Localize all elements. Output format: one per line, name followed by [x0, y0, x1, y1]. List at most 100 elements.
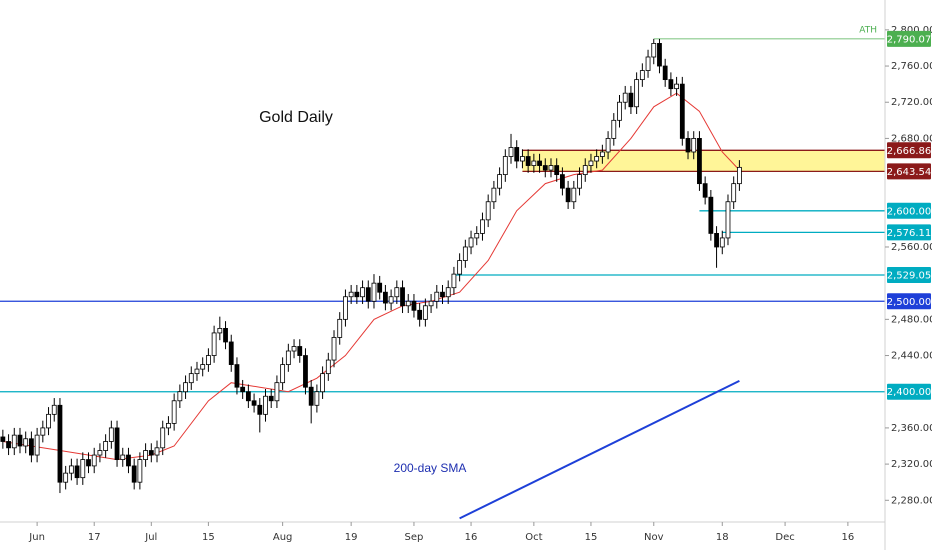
supply-zone — [522, 150, 885, 172]
candle-body — [171, 400, 177, 424]
candle-body — [97, 450, 103, 456]
y-tick-label: 2,440.00 — [891, 351, 932, 362]
candle-body — [206, 355, 211, 365]
candle-body — [234, 364, 240, 388]
candle-body — [291, 346, 297, 352]
candle-body — [674, 83, 679, 90]
candle-body — [297, 346, 303, 356]
candle-body — [611, 119, 617, 139]
candle-body — [223, 327, 228, 343]
candle-body — [594, 156, 600, 162]
candle-body — [11, 434, 17, 449]
x-tick-label: Jul — [144, 532, 157, 543]
candle-body — [245, 391, 251, 402]
candle-body — [582, 165, 588, 176]
candle-body — [565, 187, 571, 203]
candle-body — [474, 233, 480, 239]
candle-body — [365, 287, 371, 302]
level-label-box — [887, 202, 931, 219]
candle-body — [651, 43, 657, 58]
candle-body — [405, 300, 411, 307]
candle-body — [428, 300, 434, 307]
candle-body — [525, 156, 531, 166]
candle-body — [445, 287, 451, 298]
level-label-box — [887, 383, 931, 400]
candle-body — [228, 341, 234, 365]
candle-body — [628, 92, 634, 108]
candle-body — [0, 436, 6, 442]
candle-body — [80, 459, 86, 479]
candle-body — [188, 373, 194, 384]
level-label: 2,400.00 — [887, 387, 932, 398]
candle-body — [194, 368, 200, 375]
candle-body — [662, 65, 668, 81]
level-label-box — [887, 266, 931, 283]
candle-body — [331, 337, 337, 361]
level-label-box — [887, 163, 931, 180]
level-label: 2,576.11 — [887, 228, 932, 239]
candle-body — [702, 183, 708, 198]
candle-body — [29, 438, 34, 456]
candle-body — [177, 391, 183, 402]
candle-body — [491, 187, 497, 203]
sma-line — [459, 380, 740, 520]
candle-body — [571, 187, 577, 203]
y-tick-label: 2,280.00 — [891, 495, 932, 506]
candle-body — [148, 450, 154, 456]
candle-body — [679, 83, 685, 139]
candle-body — [211, 332, 217, 356]
candle-body — [40, 427, 46, 436]
level-label: 2,666.86 — [887, 146, 932, 157]
candle-body — [17, 434, 23, 447]
y-tick-label: 2,480.00 — [891, 314, 932, 325]
candle-body — [74, 465, 80, 479]
candle-body — [68, 465, 74, 474]
level-label: 2,529.05 — [887, 270, 932, 281]
candle-body — [554, 165, 560, 176]
candle-body — [274, 382, 280, 402]
candle-body — [737, 166, 742, 185]
candle-body — [360, 287, 365, 298]
y-tick-label: 2,680.00 — [891, 133, 932, 144]
x-tick-label: 17 — [88, 532, 101, 543]
candle-body — [108, 427, 114, 442]
candle-body — [520, 156, 525, 162]
candle-body — [217, 327, 223, 334]
candle-body — [714, 233, 719, 248]
x-tick-label: 16 — [465, 532, 478, 543]
moving-average — [2, 92, 740, 461]
chart-title: Gold Daily — [259, 109, 333, 126]
x-tick-label: 18 — [716, 532, 729, 543]
candle-body — [691, 138, 697, 153]
candle-body — [308, 386, 314, 406]
candle-body — [634, 79, 640, 108]
candle-body — [114, 427, 120, 460]
x-tick-label: Oct — [525, 532, 542, 543]
candle-body — [63, 472, 69, 483]
candle-body — [719, 237, 725, 248]
candle-body — [377, 282, 383, 293]
candle-body — [497, 174, 502, 189]
candle-body — [320, 373, 325, 393]
level-label-box — [887, 293, 931, 310]
candle-body — [183, 382, 188, 393]
candle-body — [468, 237, 474, 248]
candle-body — [388, 296, 394, 304]
candle-body — [57, 404, 63, 483]
x-tick-label: 15 — [585, 532, 598, 543]
x-tick-label: Aug — [273, 532, 293, 543]
candle-body — [411, 300, 417, 311]
plot-area — [0, 38, 885, 520]
candle-body — [531, 160, 537, 166]
candle-body — [731, 183, 737, 203]
candle-body — [6, 441, 11, 449]
candle-body — [617, 101, 622, 121]
candle-body — [280, 364, 286, 384]
candle-body — [645, 56, 651, 71]
candle-body — [685, 138, 691, 153]
candle-body — [34, 434, 40, 456]
candle-body — [657, 43, 662, 67]
sma-annotation: 200-day SMA — [394, 461, 467, 475]
candle-body — [588, 160, 594, 166]
level-label: 2,500.00 — [887, 297, 932, 308]
